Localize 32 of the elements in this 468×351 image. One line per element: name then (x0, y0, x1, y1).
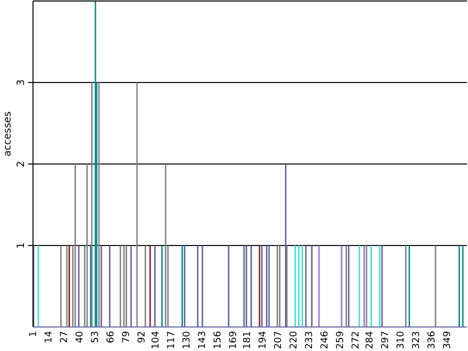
x-tick-label: 169 (228, 331, 239, 350)
x-tick-label: 310 (396, 331, 407, 350)
x-tick-label: 92 (136, 331, 148, 344)
x-tick-label: 272 (350, 331, 362, 350)
x-tick-label: 181 (242, 331, 254, 350)
x-tick-label: 297 (380, 331, 392, 350)
y-tick-label: 2 (16, 160, 27, 168)
x-tick-label: 323 (410, 331, 422, 350)
y-axis-title: accesses (2, 111, 14, 157)
x-tick-label: 143 (196, 331, 208, 350)
x-tick-label: 220 (288, 331, 300, 350)
x-tick-label: 284 (364, 331, 376, 350)
x-tick-label: 156 (212, 331, 224, 350)
x-tick-label: 194 (258, 331, 269, 350)
x-tick-label: 40 (74, 331, 86, 344)
x-tick-label: 104 (150, 331, 162, 350)
x-tick-label: 233 (304, 331, 315, 350)
x-tick-label: 117 (166, 331, 178, 350)
x-tick-label: 349 (442, 331, 453, 350)
x-tick-label: 79 (120, 331, 132, 344)
y-tick-label: 1 (16, 242, 27, 249)
y-tick-label: 3 (16, 79, 27, 86)
x-tick-label: 259 (334, 331, 346, 350)
x-tick-label: 130 (181, 331, 192, 350)
x-tick-label: 53 (90, 331, 101, 344)
x-tick-label: 336 (426, 331, 438, 350)
x-tick-label: 246 (319, 331, 330, 350)
x-tick-label: 207 (273, 331, 284, 350)
x-tick-label: 66 (105, 331, 116, 344)
x-tick-label: 27 (59, 331, 70, 344)
x-tick-label: 14 (44, 331, 55, 344)
x-tick-label: 1 (28, 331, 40, 338)
